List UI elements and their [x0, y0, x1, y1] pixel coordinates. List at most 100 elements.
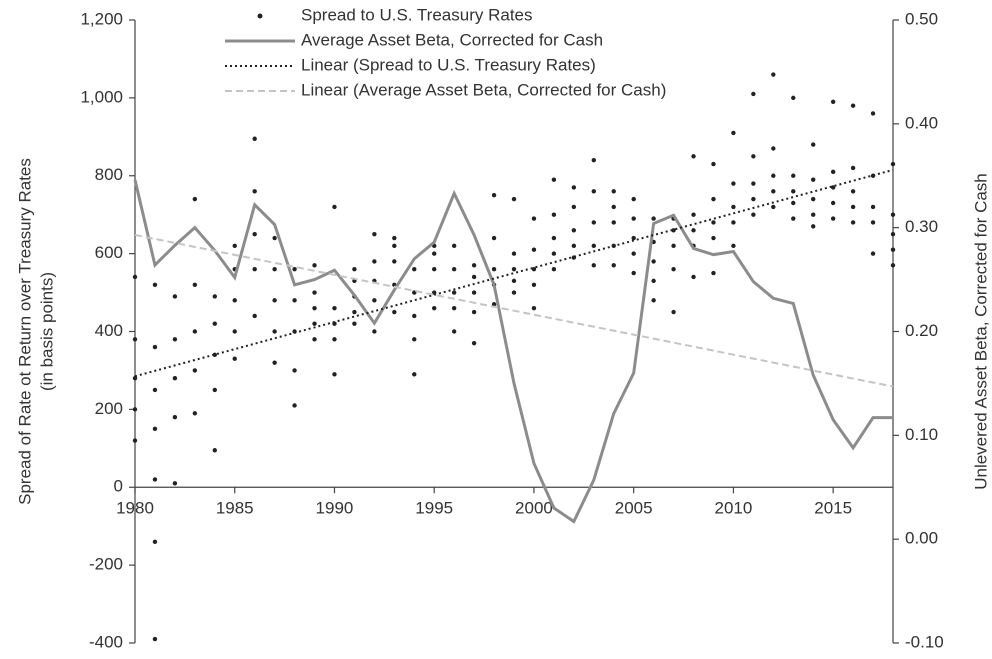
- y2-tick-label: 0.40: [905, 113, 938, 132]
- scatter-point: [132, 337, 138, 342]
- scatter-point: [691, 228, 696, 233]
- legend-label: Average Asset Beta, Corrected for Cash: [301, 30, 603, 49]
- scatter-point: [152, 387, 158, 393]
- scatter-point: [731, 181, 736, 186]
- scatter-point: [252, 231, 257, 237]
- x-tick-label: 2015: [814, 499, 852, 518]
- scatter-point: [511, 278, 517, 284]
- scatter-point: [591, 189, 596, 194]
- scatter-point: [272, 329, 277, 334]
- scatter-point: [711, 220, 716, 225]
- scatter-point: [392, 235, 397, 241]
- scatter-point: [571, 204, 577, 210]
- scatter-point: [372, 231, 377, 237]
- y-tick-label: 600: [95, 243, 123, 262]
- y2-tick-label: 0.10: [905, 425, 938, 444]
- scatter-point: [152, 344, 158, 350]
- scatter-point: [152, 477, 158, 482]
- legend-marker: [257, 13, 263, 19]
- y-tick-label: 1,000: [80, 87, 123, 106]
- scatter-point: [631, 251, 636, 256]
- scatter-point: [850, 204, 856, 210]
- scatter-point: [152, 426, 158, 432]
- scatter-point: [451, 290, 457, 295]
- scatter-point: [132, 438, 138, 443]
- scatter-point: [671, 228, 676, 233]
- scatter-point: [272, 298, 277, 303]
- scatter-point: [671, 243, 676, 249]
- scatter-point: [332, 337, 337, 342]
- scatter-point: [631, 270, 636, 276]
- scatter-point: [551, 267, 557, 272]
- scatter-point: [272, 235, 277, 241]
- scatter-point: [272, 267, 277, 272]
- y-tick-label: -400: [89, 632, 123, 651]
- scatter-point: [471, 340, 477, 346]
- series-line: [134, 168, 894, 378]
- y2-tick-label: 0.00: [905, 529, 938, 548]
- legend-label: Linear (Average Asset Beta, Corrected fo…: [301, 80, 666, 99]
- scatter-point: [491, 267, 497, 272]
- scatter-point: [731, 243, 736, 249]
- scatter-point: [830, 99, 836, 104]
- scatter-point: [412, 337, 417, 342]
- x-tick-label: 1985: [216, 499, 254, 518]
- scatter-point: [850, 189, 856, 194]
- scatter-point: [850, 103, 856, 108]
- scatter-point: [811, 196, 816, 202]
- y-tick-label: 0: [114, 477, 123, 496]
- x-tick-label: 1995: [415, 499, 453, 518]
- scatter-point: [212, 294, 217, 299]
- x-tick-label: 1980: [116, 499, 154, 518]
- scatter-point: [571, 185, 577, 190]
- scatter-point: [870, 111, 876, 116]
- scatter-point: [691, 212, 696, 217]
- scatter-point: [531, 267, 537, 272]
- scatter-point: [731, 220, 736, 225]
- y2-axis-title: Unlevered Asset Beta, Corrected for Cash: [971, 173, 990, 490]
- x-tick-label: 2005: [615, 499, 653, 518]
- y-tick-label: 400: [95, 321, 123, 340]
- scatter-point: [352, 267, 357, 272]
- series-line: [133, 179, 893, 524]
- scatter-point: [332, 204, 337, 210]
- scatter-point: [152, 282, 158, 287]
- series-line: [134, 233, 894, 388]
- scatter-point: [890, 212, 896, 217]
- scatter-point: [870, 251, 876, 256]
- scatter-point: [751, 181, 756, 186]
- scatter-point: [292, 298, 297, 303]
- legend-label: Linear (Spread to U.S. Treasury Rates): [301, 55, 596, 74]
- scatter-point: [432, 305, 437, 311]
- scatter-point: [132, 376, 138, 381]
- scatter-point: [791, 216, 796, 221]
- y2-tick-label: 0.50: [905, 9, 938, 28]
- scatter-point: [332, 305, 337, 311]
- scatter-point: [731, 130, 736, 136]
- scatter-point: [332, 372, 337, 377]
- scatter-point: [811, 142, 816, 147]
- scatter-point: [192, 282, 198, 287]
- y-tick-label: 800: [95, 165, 123, 184]
- scatter-point: [651, 278, 656, 284]
- y2-tick-label: -0.10: [905, 632, 944, 651]
- scatter-point: [352, 309, 357, 315]
- scatter-point: [292, 368, 297, 373]
- scatter-point: [132, 407, 138, 412]
- scatter-point: [711, 161, 716, 167]
- scatter-point: [791, 95, 796, 101]
- scatter-point: [471, 274, 477, 280]
- scatter-point: [890, 231, 896, 237]
- scatter-point: [571, 243, 577, 249]
- scatter-point: [471, 290, 477, 295]
- scatter-point: [870, 204, 876, 210]
- y-tick-label: -200: [89, 555, 123, 574]
- scatter-point: [890, 263, 896, 268]
- scatter-point: [232, 356, 237, 361]
- scatter-point: [771, 146, 776, 151]
- scatter-point: [212, 321, 217, 326]
- scatter-point: [811, 212, 816, 217]
- scatter-point: [611, 189, 616, 194]
- legend-label: Spread to U.S. Treasury Rates: [301, 5, 533, 24]
- scatter-point: [751, 212, 756, 217]
